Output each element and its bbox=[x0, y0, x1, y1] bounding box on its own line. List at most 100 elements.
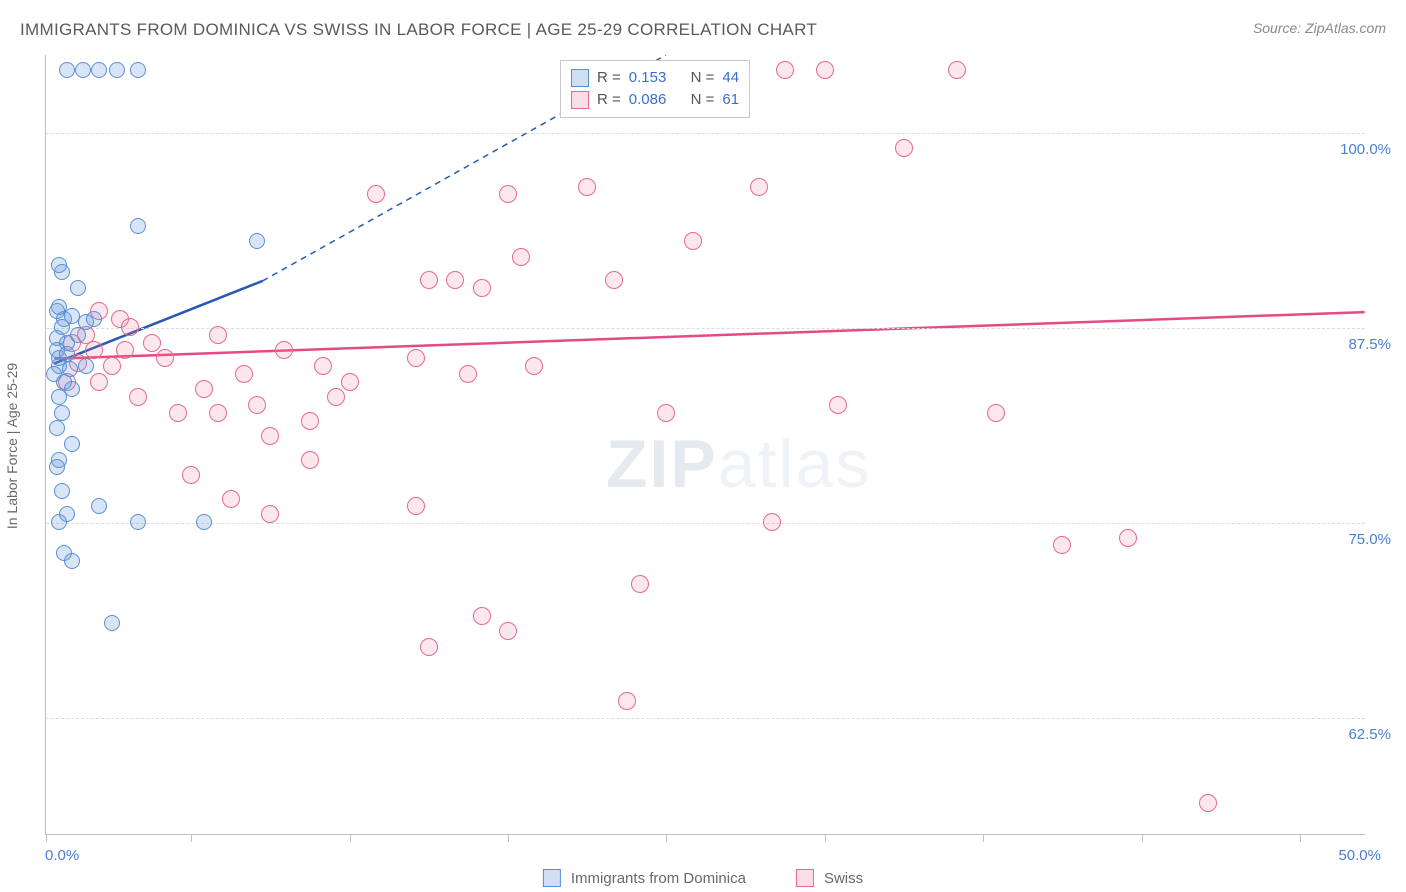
watermark-light: atlas bbox=[718, 426, 872, 502]
data-point bbox=[54, 405, 70, 421]
data-point bbox=[605, 271, 623, 289]
legend-item-swiss: Swiss bbox=[796, 869, 863, 887]
data-point bbox=[51, 299, 67, 315]
data-point bbox=[51, 257, 67, 273]
data-point bbox=[407, 349, 425, 367]
y-tick-label: 62.5% bbox=[1348, 726, 1391, 743]
series-legend: Immigrants from Dominica Swiss bbox=[543, 869, 863, 887]
data-point bbox=[235, 365, 253, 383]
data-point bbox=[129, 388, 147, 406]
data-point bbox=[195, 380, 213, 398]
data-point bbox=[512, 248, 530, 266]
data-point bbox=[367, 185, 385, 203]
x-tick bbox=[1142, 834, 1143, 842]
data-point bbox=[169, 404, 187, 422]
data-point bbox=[618, 692, 636, 710]
watermark-bold: ZIP bbox=[606, 426, 718, 502]
correlation-legend: R = 0.153 N = 44 R = 0.086 N = 61 bbox=[560, 60, 750, 118]
data-point bbox=[209, 404, 227, 422]
data-point bbox=[49, 459, 65, 475]
data-point bbox=[684, 232, 702, 250]
data-point bbox=[987, 404, 1005, 422]
data-point bbox=[301, 451, 319, 469]
n-value-dominica: 44 bbox=[722, 67, 739, 89]
data-point bbox=[473, 279, 491, 297]
x-tick bbox=[191, 834, 192, 842]
data-point bbox=[130, 514, 146, 530]
data-point bbox=[341, 373, 359, 391]
y-tick-label: 75.0% bbox=[1348, 531, 1391, 548]
swatch-dominica bbox=[571, 69, 589, 87]
data-point bbox=[222, 490, 240, 508]
data-point bbox=[327, 388, 345, 406]
data-point bbox=[420, 638, 438, 656]
legend-label-dominica: Immigrants from Dominica bbox=[571, 870, 746, 887]
data-point bbox=[829, 396, 847, 414]
data-point bbox=[301, 412, 319, 430]
x-min-label: 0.0% bbox=[45, 847, 79, 864]
source-prefix: Source: bbox=[1253, 20, 1305, 36]
r-label: R = bbox=[597, 89, 621, 111]
data-point bbox=[62, 361, 78, 377]
data-point bbox=[91, 498, 107, 514]
data-point bbox=[459, 365, 477, 383]
x-tick bbox=[666, 834, 667, 842]
x-max-label: 50.0% bbox=[1338, 847, 1381, 864]
data-point bbox=[59, 346, 75, 362]
r-label: R = bbox=[597, 67, 621, 89]
data-point bbox=[578, 178, 596, 196]
data-point bbox=[182, 466, 200, 484]
data-point bbox=[895, 139, 913, 157]
data-point bbox=[156, 349, 174, 367]
x-tick bbox=[46, 834, 47, 842]
x-tick bbox=[350, 834, 351, 842]
source-name: ZipAtlas.com bbox=[1305, 20, 1386, 36]
data-point bbox=[130, 62, 146, 78]
data-point bbox=[121, 318, 139, 336]
data-point bbox=[525, 357, 543, 375]
data-point bbox=[275, 341, 293, 359]
data-point bbox=[49, 330, 65, 346]
data-point bbox=[261, 427, 279, 445]
source-attribution: Source: ZipAtlas.com bbox=[1253, 20, 1386, 36]
n-label: N = bbox=[691, 89, 715, 111]
data-point bbox=[91, 62, 107, 78]
n-label: N = bbox=[691, 67, 715, 89]
data-point bbox=[763, 513, 781, 531]
gridline bbox=[46, 718, 1365, 719]
legend-row-dominica: R = 0.153 N = 44 bbox=[571, 67, 739, 89]
data-point bbox=[631, 575, 649, 593]
data-point bbox=[75, 62, 91, 78]
gridline bbox=[46, 523, 1365, 524]
y-tick-label: 87.5% bbox=[1348, 336, 1391, 353]
data-point bbox=[499, 622, 517, 640]
r-value-swiss: 0.086 bbox=[629, 89, 667, 111]
data-point bbox=[70, 280, 86, 296]
plot-area: ZIPatlas bbox=[45, 55, 1365, 835]
data-point bbox=[51, 514, 67, 530]
data-point bbox=[1199, 794, 1217, 812]
r-value-dominica: 0.153 bbox=[629, 67, 667, 89]
swatch-swiss bbox=[571, 91, 589, 109]
swatch-dominica bbox=[543, 869, 561, 887]
data-point bbox=[103, 357, 121, 375]
data-point bbox=[64, 308, 80, 324]
data-point bbox=[59, 62, 75, 78]
data-point bbox=[407, 497, 425, 515]
legend-row-swiss: R = 0.086 N = 61 bbox=[571, 89, 739, 111]
data-point bbox=[209, 326, 227, 344]
data-point bbox=[86, 311, 102, 327]
data-point bbox=[446, 271, 464, 289]
watermark: ZIPatlas bbox=[606, 425, 871, 503]
data-point bbox=[750, 178, 768, 196]
data-point bbox=[249, 233, 265, 249]
y-axis-label: In Labor Force | Age 25-29 bbox=[4, 363, 20, 529]
data-point bbox=[776, 61, 794, 79]
data-point bbox=[420, 271, 438, 289]
gridline bbox=[46, 133, 1365, 134]
data-point bbox=[143, 334, 161, 352]
data-point bbox=[90, 373, 108, 391]
data-point bbox=[49, 420, 65, 436]
data-point bbox=[261, 505, 279, 523]
swatch-swiss bbox=[796, 869, 814, 887]
